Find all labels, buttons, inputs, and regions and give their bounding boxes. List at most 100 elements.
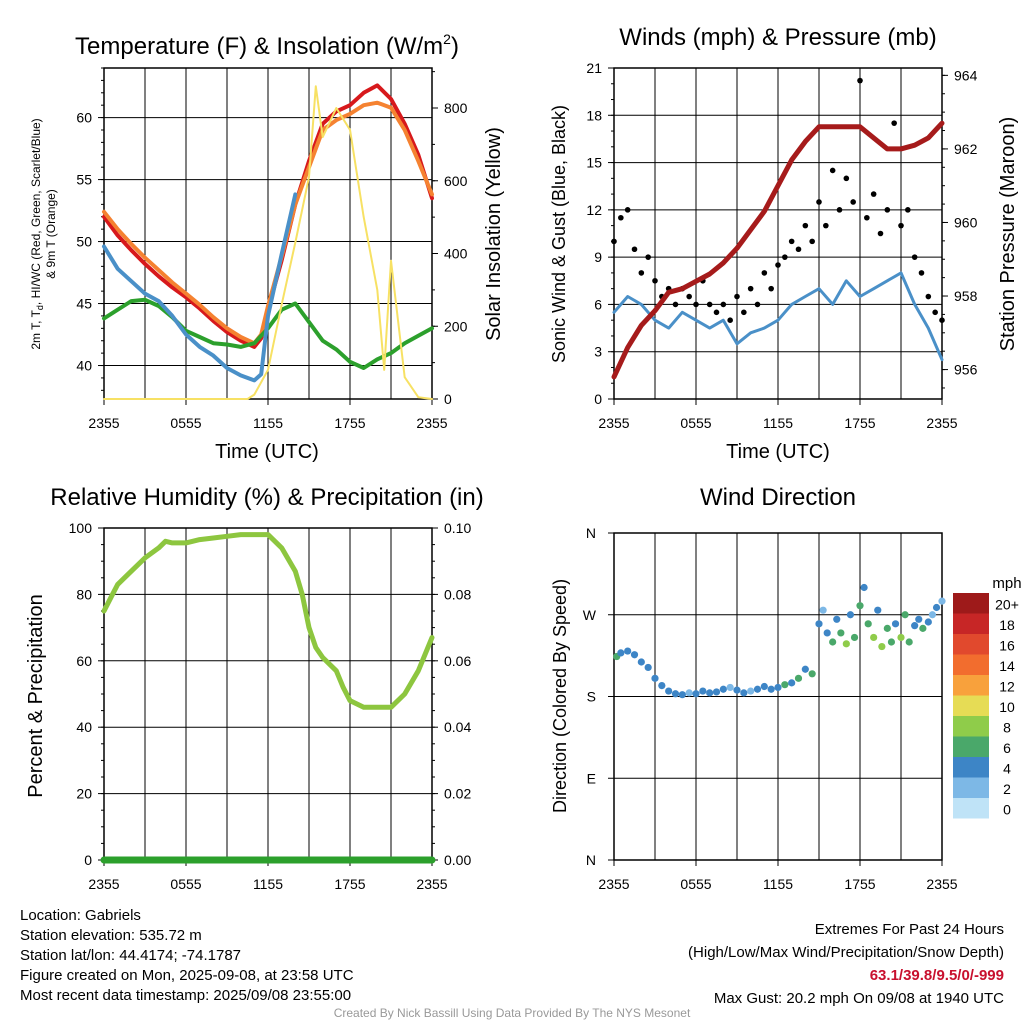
rh-x-tick-label: 1155 (253, 876, 283, 892)
gust-point (768, 285, 774, 292)
rh-y-tick-label: 40 (76, 719, 92, 735)
wind-y2-tick-label: 960 (954, 214, 978, 230)
colorbar-swatch (953, 613, 989, 634)
direction-point (781, 681, 789, 689)
temp-left-axis-label: 2m T, Td, HI/WC (Red, Green, Scarlet/Blu… (29, 118, 45, 349)
wind-x-tick-label: 2355 (598, 415, 629, 431)
dir-x-tick-label: 0555 (680, 876, 711, 892)
colorbar-swatch (953, 736, 989, 757)
temp-y2-tick-label: 200 (444, 318, 468, 334)
wind-y-tick-label: 21 (586, 60, 602, 76)
gust-point (775, 262, 781, 268)
direction-point (932, 603, 941, 612)
extremes-legend: (High/Low/Max Wind/Precipitation/Snow De… (688, 944, 1004, 961)
dir-chart-title: Wind Direction (700, 484, 856, 511)
temp-y-tick-label: 60 (76, 110, 92, 126)
gust-point (706, 301, 713, 308)
gust-point (638, 270, 645, 276)
gust-point (747, 285, 754, 292)
gust-point (734, 293, 740, 300)
sonic-wind-series-line (612, 271, 944, 362)
gust-point (843, 175, 850, 182)
direction-point (874, 606, 882, 614)
temp-left-axis-label-line2: & 9m T (Orange) (44, 189, 58, 279)
gust-point (829, 167, 836, 174)
rh-y2-tick-label: 0.02 (444, 786, 471, 802)
temp-chart-title: Temperature (F) & Insolation (W/m2) (75, 31, 459, 60)
colorbar-swatch (953, 777, 989, 798)
direction-point (878, 642, 886, 651)
direction-point (699, 687, 707, 695)
rh-x-tick-label: 1755 (334, 876, 365, 892)
gust-point (939, 317, 945, 323)
colorbar-swatch (953, 798, 989, 819)
gust-point (693, 301, 699, 308)
gust-point (932, 309, 938, 316)
wind-y2-tick-label: 956 (954, 362, 978, 378)
direction-point (733, 686, 741, 694)
direction-point (891, 620, 900, 628)
gust-point (782, 254, 788, 260)
dir-y-tick-label: S (587, 689, 596, 705)
temp-x-tick-label: 1155 (253, 415, 283, 431)
dir-x-tick-label: 2355 (598, 876, 629, 892)
gust-point (891, 120, 897, 126)
rh-y2-tick-label: 0.06 (444, 653, 471, 669)
direction-point (846, 611, 855, 619)
direction-point (823, 629, 831, 637)
recent-timestamp: Most recent data timestamp: 2025/09/08 2… (20, 987, 352, 1004)
rh-x-tick-label: 2355 (416, 876, 447, 892)
wind-left-axis-label: Sonic Wind & Gust (Blue, Black) (549, 105, 569, 363)
dir-y-tick-label: E (587, 770, 596, 786)
rh-y2-tick-label: 0.04 (444, 719, 471, 735)
rh-y-tick-label: 20 (76, 786, 92, 802)
direction-point (740, 689, 748, 697)
wind-x-tick-label: 2355 (926, 415, 957, 431)
gust-point (925, 293, 932, 300)
colorbar-swatch (953, 695, 989, 716)
colorbar-label: 6 (1003, 740, 1011, 756)
gust-point (864, 214, 870, 221)
gust-point (686, 293, 692, 300)
gust-point (918, 270, 925, 276)
colorbar-label: 8 (1003, 719, 1011, 735)
gust-point (652, 277, 658, 284)
direction-point (837, 629, 845, 637)
wind-y-tick-label: 12 (586, 202, 602, 218)
station-location: Location: Gabriels (20, 907, 141, 924)
temp-x-axis-label: Time (UTC) (215, 441, 319, 463)
gust-point (884, 207, 891, 213)
rh-y2-tick-label: 0.08 (444, 586, 471, 602)
colorbar-label: 10 (999, 699, 1015, 715)
gust-point (788, 238, 795, 245)
direction-point (774, 683, 782, 692)
direction-point (651, 674, 659, 682)
wind-x-tick-label: 0555 (680, 415, 711, 431)
colorbar-label: 12 (999, 678, 1015, 694)
gust-point (754, 301, 761, 308)
gust-point (870, 191, 877, 197)
wind-x-tick-label: 1155 (763, 415, 793, 431)
gust-point (905, 207, 911, 213)
gust-point (802, 222, 809, 229)
dir-x-tick-label: 1155 (763, 876, 793, 892)
wind-y-tick-label: 3 (594, 344, 602, 360)
direction-point (637, 658, 645, 666)
direction-point (897, 633, 905, 642)
gust-point (761, 270, 768, 276)
direction-point (911, 622, 919, 630)
station-info: Location: Gabriels Station elevation: 53… (20, 906, 354, 1006)
direction-point (801, 665, 809, 673)
direction-point (692, 690, 700, 698)
gust-point (720, 301, 727, 308)
colorbar-label: 0 (1003, 801, 1011, 817)
wind-x-axis-label: Time (UTC) (726, 441, 830, 463)
station-latlon: Station lat/lon: 44.4174; -74.1787 (20, 947, 242, 964)
gust-point (911, 254, 918, 260)
colorbar-swatch (953, 593, 989, 614)
gust-point (823, 222, 829, 229)
gust-point (611, 238, 617, 245)
direction-point (928, 611, 937, 619)
wind-y-tick-label: 15 (586, 155, 602, 171)
